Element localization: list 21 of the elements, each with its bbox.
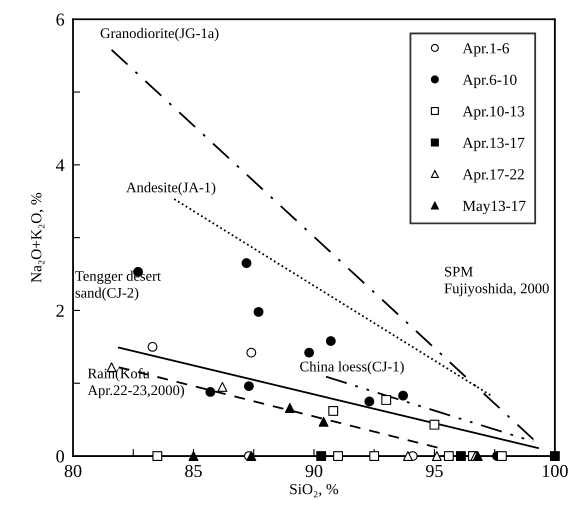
x-tick-label: 80	[64, 464, 82, 478]
annotation: China loess(CJ-1)	[300, 361, 404, 374]
y-axis-title: Na₂O+K₂O, %	[31, 192, 44, 282]
x-tick-label: 95	[426, 464, 443, 478]
annotation: SPM Fujiyoshida, 2000	[444, 266, 549, 296]
legend-label: Apr.13-17	[462, 138, 524, 152]
legend-label: Apr.10-13	[462, 106, 524, 120]
x-tick-label: 100	[542, 464, 568, 478]
legend-label: Apr.6-10	[462, 74, 517, 88]
legend-label: Apr.17-22	[462, 169, 524, 183]
x-tick-label: 90	[306, 464, 322, 478]
x-axis-title: SiO₂, %	[290, 484, 338, 498]
y-tick-label: 6	[56, 14, 64, 26]
legend-label: May13-17	[462, 200, 526, 214]
x-tick-label: 85	[185, 464, 202, 478]
y-tick-label: 0	[56, 450, 64, 462]
y-tick-label: 2	[56, 304, 64, 317]
annotation: Granodiorite(JG-1a)	[100, 28, 218, 42]
y-tick-label: 4	[56, 159, 64, 172]
legend-label: Apr.1-6	[462, 43, 510, 57]
annotation: Andesite(JA-1)	[126, 182, 216, 196]
